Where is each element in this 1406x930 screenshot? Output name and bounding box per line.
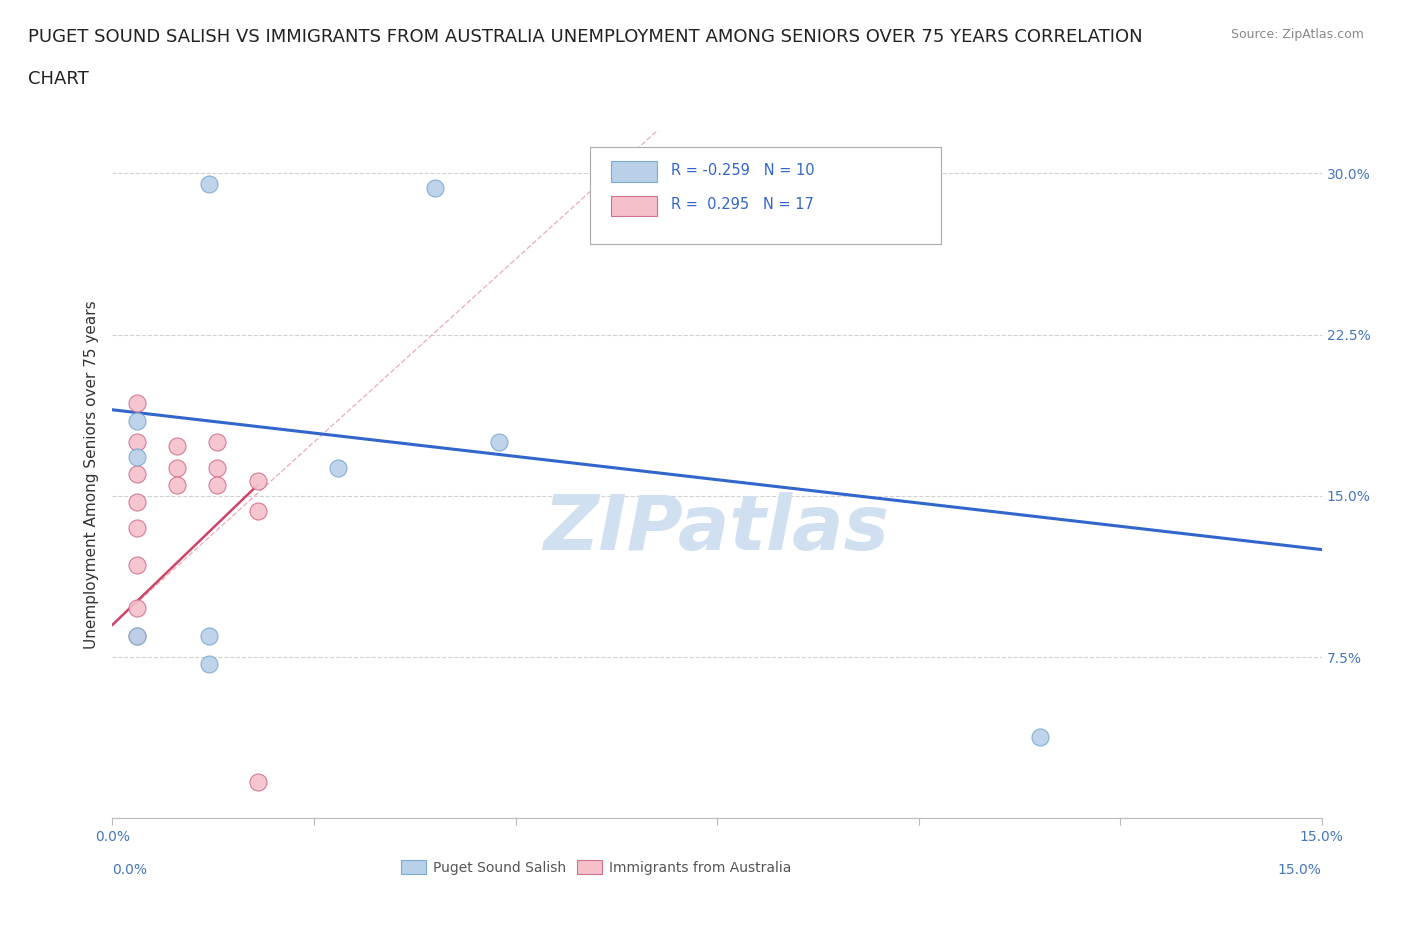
Point	[125, 600, 148, 615]
Text: CHART: CHART	[28, 70, 89, 87]
Y-axis label: Unemployment Among Seniors over 75 years: Unemployment Among Seniors over 75 years	[84, 300, 100, 648]
Text: R =  0.295   N = 17: R = 0.295 N = 17	[671, 197, 814, 212]
Point	[246, 473, 269, 488]
Point	[207, 478, 229, 493]
Text: ZIPatlas: ZIPatlas	[544, 492, 890, 566]
Point	[166, 439, 188, 454]
Point	[125, 467, 148, 482]
Point	[328, 460, 350, 475]
Text: 15.0%: 15.0%	[1278, 863, 1322, 877]
Legend: Puget Sound Salish, Immigrants from Australia: Puget Sound Salish, Immigrants from Aust…	[395, 855, 797, 881]
Text: PUGET SOUND SALISH VS IMMIGRANTS FROM AUSTRALIA UNEMPLOYMENT AMONG SENIORS OVER : PUGET SOUND SALISH VS IMMIGRANTS FROM AU…	[28, 28, 1143, 46]
Point	[125, 521, 148, 536]
Text: Source: ZipAtlas.com: Source: ZipAtlas.com	[1230, 28, 1364, 41]
Text: 0.0%: 0.0%	[112, 863, 148, 877]
FancyBboxPatch shape	[610, 195, 657, 217]
FancyBboxPatch shape	[610, 161, 657, 182]
Point	[125, 413, 148, 428]
Point	[166, 460, 188, 475]
Point	[125, 495, 148, 510]
Point	[423, 180, 446, 195]
Point	[125, 450, 148, 465]
Point	[488, 434, 510, 449]
Point	[207, 460, 229, 475]
Point	[207, 434, 229, 449]
Text: R = -0.259   N = 10: R = -0.259 N = 10	[671, 163, 814, 178]
Point	[198, 177, 221, 192]
Point	[125, 628, 148, 643]
Point	[166, 478, 188, 493]
Point	[1028, 729, 1050, 744]
Point	[125, 557, 148, 572]
Point	[125, 396, 148, 411]
Point	[198, 628, 221, 643]
Point	[125, 628, 148, 643]
FancyBboxPatch shape	[591, 148, 941, 244]
Point	[246, 775, 269, 790]
Point	[198, 657, 221, 671]
Point	[125, 434, 148, 449]
Point	[246, 503, 269, 518]
